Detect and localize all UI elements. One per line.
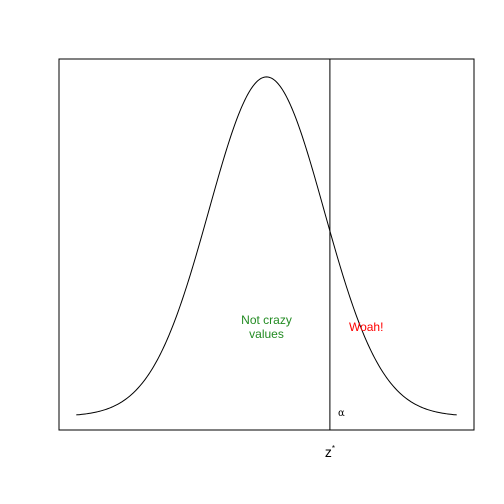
critical-value-tick-label: z*	[325, 444, 335, 460]
annotation-woah: Woah!	[349, 320, 383, 334]
annotation-not-crazy-values: Not crazy values	[241, 313, 292, 341]
annotation-alpha: α	[338, 408, 345, 419]
plot-frame	[58, 58, 475, 431]
normal-density-curve	[76, 76, 457, 416]
